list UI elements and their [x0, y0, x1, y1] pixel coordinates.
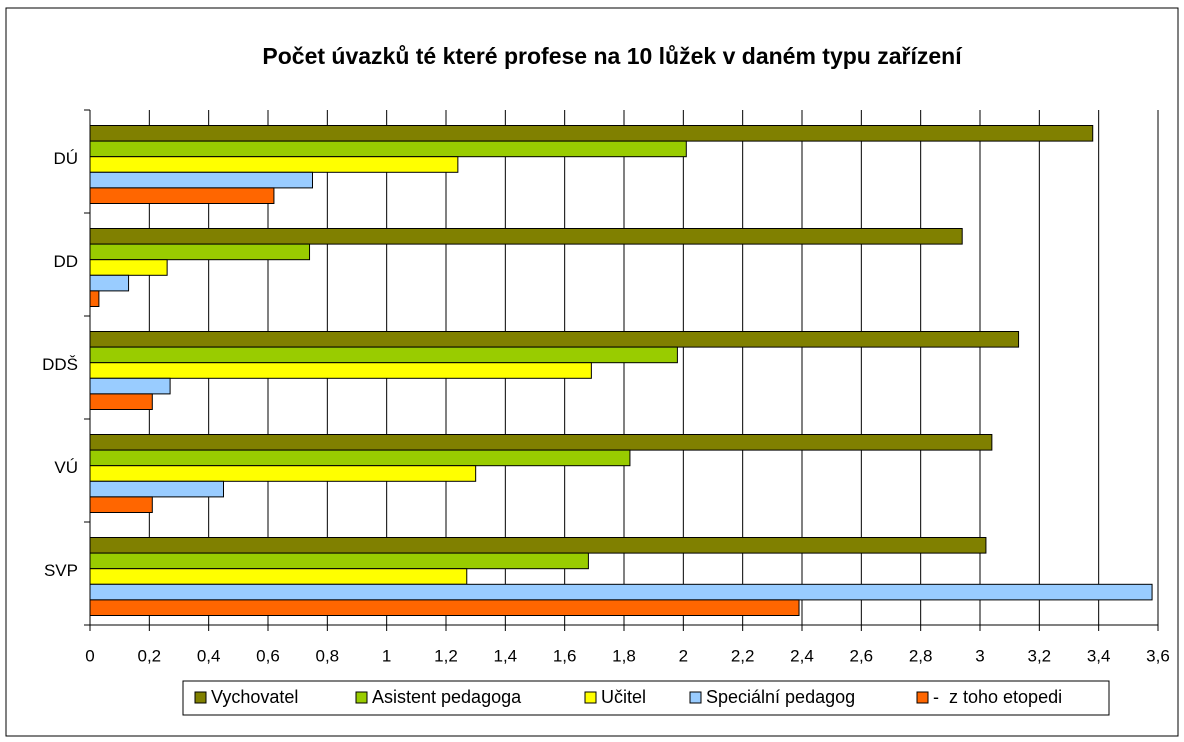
x-tick-label: 3,2	[1028, 646, 1052, 665]
y-tick-label: DD	[53, 252, 78, 271]
bar	[89, 449, 631, 467]
y-tick-label: SVP	[44, 561, 78, 580]
legend-swatch	[194, 691, 207, 704]
bar	[89, 552, 589, 570]
x-tick-label: 1,4	[494, 646, 518, 665]
x-tick-label: 3,4	[1087, 646, 1111, 665]
bar	[89, 568, 468, 585]
bar	[89, 171, 313, 189]
legend-label: - z toho etopedi	[933, 687, 1062, 707]
x-tick-label: 0,4	[197, 646, 221, 665]
x-tick-label: 1,6	[553, 646, 577, 665]
legend-box	[182, 680, 1110, 716]
x-tick-label: 0,8	[316, 646, 340, 665]
chart-title: Počet úvazků té které profese na 10 lůže…	[262, 43, 963, 69]
bar	[89, 346, 678, 364]
legend-swatch	[355, 691, 368, 704]
bar	[89, 243, 311, 261]
bar	[89, 187, 275, 204]
bar	[89, 259, 168, 276]
x-tick-label: 0,6	[256, 646, 280, 665]
bar	[89, 125, 1094, 142]
legend-swatch	[689, 691, 702, 704]
bar	[89, 599, 800, 617]
bar	[89, 583, 1153, 601]
x-tick-label: 2,6	[850, 646, 874, 665]
x-tick-label: 3	[975, 646, 984, 665]
legend-label: Vychovatel	[211, 687, 298, 707]
x-tick-label: 1,2	[434, 646, 458, 665]
y-tick-label: VÚ	[54, 458, 78, 477]
bar	[89, 331, 1020, 348]
y-tick-label: DÚ	[53, 149, 78, 168]
x-tick-label: 3,6	[1146, 646, 1170, 665]
legend-swatch	[584, 691, 597, 704]
bar	[89, 362, 592, 379]
y-tick-label: DDŠ	[42, 355, 78, 374]
x-tick-label: 1	[382, 646, 391, 665]
bar	[89, 480, 224, 498]
x-tick-label: 0,2	[138, 646, 162, 665]
bar	[89, 140, 687, 158]
bar	[89, 377, 171, 395]
bar	[89, 274, 130, 292]
bar	[89, 156, 459, 173]
x-tick-label: 0	[85, 646, 94, 665]
legend-swatch	[916, 691, 929, 704]
bar	[89, 393, 153, 410]
bar	[89, 496, 153, 513]
legend-label: Speciální pedagog	[706, 687, 855, 707]
bar	[89, 228, 963, 245]
legend-label: Učitel	[601, 687, 646, 707]
x-tick-label: 2	[679, 646, 688, 665]
x-tick-label: 2,4	[790, 646, 814, 665]
bar	[89, 290, 100, 307]
bar	[89, 537, 987, 554]
x-tick-label: 2,2	[731, 646, 755, 665]
x-tick-label: 2,8	[909, 646, 933, 665]
bar	[89, 434, 993, 451]
x-tick-label: 1,8	[612, 646, 636, 665]
bar	[89, 465, 477, 482]
legend-label: Asistent pedagoga	[372, 687, 522, 707]
